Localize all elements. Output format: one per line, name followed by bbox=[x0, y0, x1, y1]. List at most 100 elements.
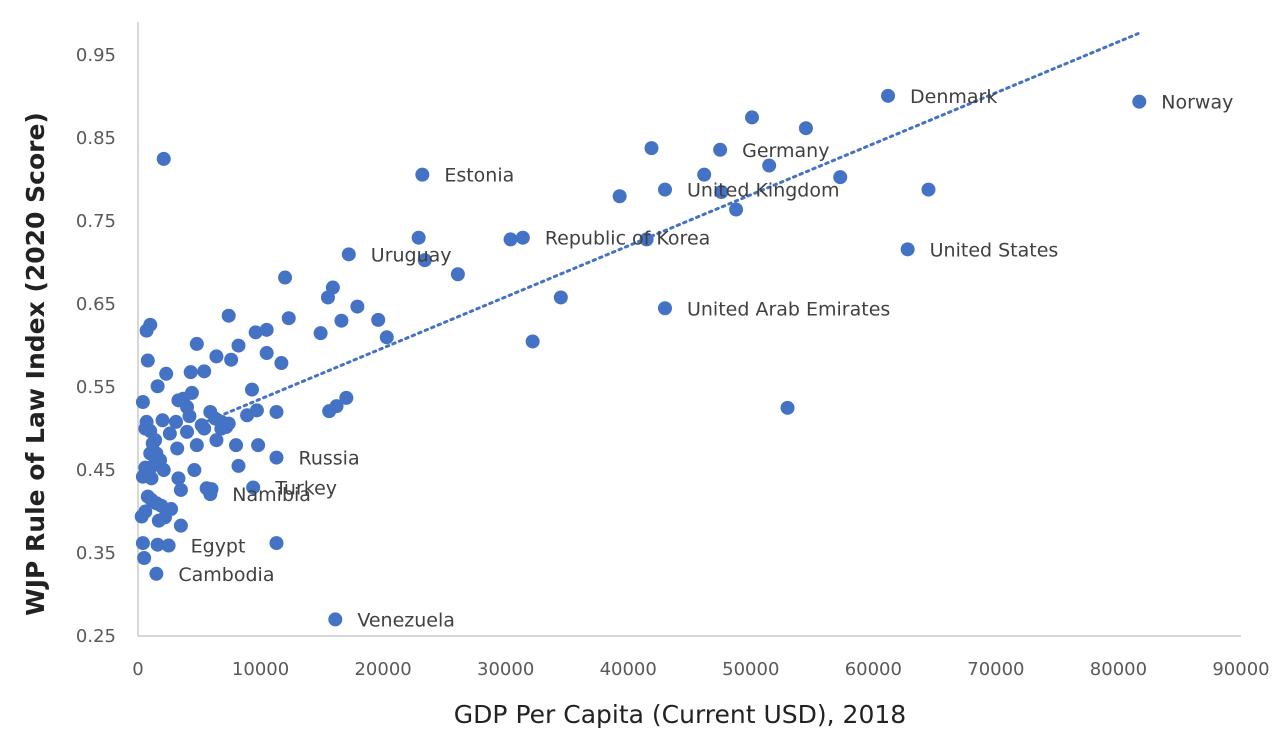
y-tick-label: 0.55 bbox=[76, 377, 116, 398]
data-point bbox=[197, 364, 212, 379]
data-point bbox=[745, 110, 760, 125]
data-point bbox=[173, 518, 188, 533]
data-point bbox=[259, 322, 274, 337]
data-point bbox=[231, 338, 246, 353]
x-tick-label: 40000 bbox=[600, 659, 657, 680]
data-point bbox=[729, 202, 744, 217]
x-tick-label: 60000 bbox=[845, 659, 902, 680]
point-label: Republic of Korea bbox=[545, 228, 710, 250]
data-point bbox=[1132, 94, 1147, 109]
data-point bbox=[697, 167, 712, 182]
data-point bbox=[137, 551, 152, 566]
x-tick-label: 0 bbox=[132, 659, 143, 680]
data-point bbox=[798, 121, 813, 136]
data-point bbox=[240, 408, 255, 423]
data-point bbox=[762, 158, 777, 173]
data-point bbox=[657, 301, 672, 316]
data-point bbox=[644, 141, 659, 156]
data-point bbox=[157, 510, 172, 525]
data-point bbox=[269, 536, 284, 551]
data-point bbox=[780, 400, 795, 415]
y-tick-label: 0.45 bbox=[76, 460, 116, 481]
data-point bbox=[328, 612, 343, 627]
point-label: Venezuela bbox=[357, 609, 455, 631]
y-tick-labels: 0.25 0.35 0.45 0.55 0.65 0.75 0.85 0.95 bbox=[76, 45, 116, 647]
data-point bbox=[921, 182, 936, 197]
data-point bbox=[171, 471, 186, 486]
data-point bbox=[140, 353, 155, 368]
data-point bbox=[900, 242, 915, 257]
data-point bbox=[189, 438, 204, 453]
x-tick-labels: 0 10000 20000 30000 40000 50000 60000 70000 8000… bbox=[132, 659, 1269, 680]
x-axis-title: GDP Per Capita (Current USD), 2018 bbox=[454, 700, 906, 729]
point-label: Norway bbox=[1161, 92, 1233, 114]
point-label: Cambodia bbox=[178, 564, 274, 586]
point-annotations: Denmark Norway Germany Estonia United Kingdo… bbox=[178, 86, 1233, 632]
point-label: United States bbox=[930, 239, 1059, 261]
data-point bbox=[313, 326, 328, 341]
data-point bbox=[180, 424, 195, 439]
data-point bbox=[229, 438, 244, 453]
data-point bbox=[224, 352, 239, 367]
data-point bbox=[170, 441, 185, 456]
data-point bbox=[411, 230, 426, 245]
data-point bbox=[155, 413, 170, 428]
x-tick-label: 10000 bbox=[232, 659, 289, 680]
data-point bbox=[134, 509, 149, 524]
x-tick-label: 70000 bbox=[967, 659, 1024, 680]
point-label: Denmark bbox=[910, 86, 997, 108]
data-point bbox=[269, 450, 284, 465]
data-point bbox=[182, 409, 197, 424]
data-point bbox=[320, 290, 335, 305]
data-point bbox=[156, 151, 171, 166]
data-point bbox=[341, 247, 356, 262]
y-tick-label: 0.35 bbox=[76, 543, 116, 564]
data-point bbox=[139, 323, 154, 338]
data-point bbox=[639, 232, 654, 247]
data-point bbox=[173, 482, 188, 497]
data-point bbox=[269, 404, 284, 419]
data-point bbox=[159, 366, 174, 381]
data-point bbox=[150, 537, 165, 552]
data-point bbox=[339, 390, 354, 405]
data-point bbox=[149, 566, 164, 581]
data-point bbox=[209, 349, 224, 364]
point-label: Estonia bbox=[444, 165, 514, 187]
x-tick-label: 20000 bbox=[354, 659, 411, 680]
data-point bbox=[417, 253, 432, 268]
data-point bbox=[161, 538, 176, 553]
point-label: United Kingdom bbox=[687, 180, 840, 202]
data-point bbox=[168, 414, 183, 429]
data-point bbox=[515, 230, 530, 245]
data-points bbox=[134, 88, 1147, 627]
trendline bbox=[203, 32, 1140, 424]
data-point bbox=[329, 399, 344, 414]
point-label: Namibia bbox=[232, 484, 311, 506]
data-point bbox=[525, 334, 540, 349]
data-point bbox=[248, 325, 263, 340]
data-point bbox=[833, 170, 848, 185]
data-point bbox=[881, 88, 896, 103]
data-point bbox=[259, 346, 274, 361]
data-point bbox=[714, 185, 729, 200]
point-label: Germany bbox=[742, 140, 829, 162]
x-tick-label: 90000 bbox=[1212, 659, 1269, 680]
point-label: Uruguay bbox=[371, 244, 452, 266]
data-point bbox=[189, 336, 204, 351]
data-point bbox=[187, 463, 202, 478]
data-point bbox=[197, 421, 212, 436]
data-point bbox=[244, 382, 259, 397]
point-label: Turkey bbox=[274, 477, 337, 499]
y-axis-title: WJP Rule of Law Index (2020 Score) bbox=[21, 112, 50, 616]
data-point bbox=[334, 313, 349, 328]
data-point bbox=[246, 480, 261, 495]
point-label: Russia bbox=[298, 448, 359, 470]
point-label: United Arab Emirates bbox=[687, 298, 890, 320]
y-tick-label: 0.25 bbox=[76, 626, 116, 647]
data-point bbox=[350, 299, 365, 314]
y-tick-label: 0.85 bbox=[76, 128, 116, 149]
data-point bbox=[183, 365, 198, 380]
data-point bbox=[219, 419, 234, 434]
data-point bbox=[503, 232, 518, 247]
